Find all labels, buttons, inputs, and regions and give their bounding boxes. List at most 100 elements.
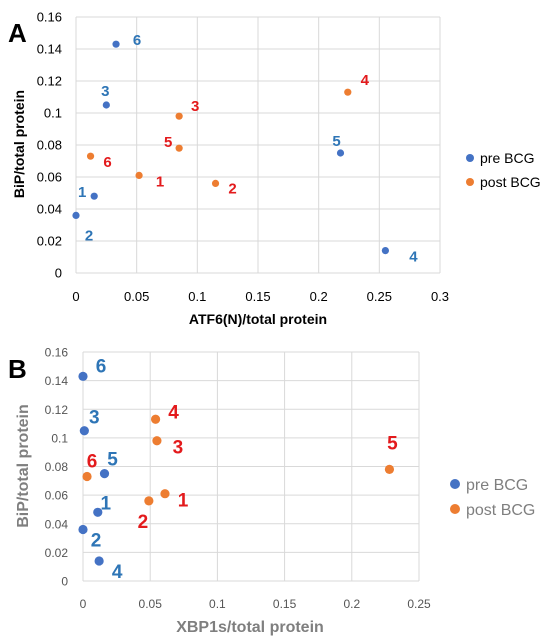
panel-a-legend-pre: pre BCG [480, 150, 534, 166]
panel-b-y-ticks: 0 0.02 0.04 0.06 0.08 0.1 0.12 0.14 0.16 [45, 346, 69, 589]
point-label-post-3: 3 [191, 98, 199, 115]
y-tick-label: 0.06 [37, 170, 62, 185]
x-tick-label: 0.1 [209, 597, 226, 611]
x-tick-label: 0 [80, 597, 87, 611]
scatter-point-pre-1 [93, 507, 103, 517]
scatter-point-pre-6 [78, 371, 88, 381]
x-tick-label: 0 [72, 289, 79, 304]
y-tick-label: 0.1 [44, 106, 62, 121]
scatter-point-post-6 [86, 152, 95, 160]
x-tick-label: 0.15 [273, 597, 297, 611]
panel-b-legend-pre: pre BCG [466, 477, 528, 494]
scatter-point-pre-2 [78, 524, 88, 535]
panel-a: A 0 0.02 0.04 0.06 0.08 0.1 0.1 2 0.14 0.16 0 0.05… [8, 10, 541, 328]
x-tick-label: 0.2 [310, 289, 328, 304]
panel-b: B 00.020.040.060.080.10.120.140.16 0 0.05… [8, 346, 535, 637]
point-label-pre-2: 2 [91, 530, 102, 551]
x-tick-label: 0.2 [343, 597, 360, 611]
point-label-pre-3: 3 [89, 408, 100, 429]
y-tick-label: 0.02 [45, 546, 69, 560]
panel-a-legend-marker-post [466, 178, 474, 186]
scatter-point-post-5 [384, 464, 395, 474]
y-tick-label: 0.04 [37, 202, 62, 217]
panel-b-legend-marker-post [450, 504, 460, 514]
y-tick-label: 0.02 [37, 234, 62, 249]
point-label-pre-2: 2 [85, 227, 93, 244]
y-tick-label: 0.16 [45, 346, 69, 360]
panel-a-x-axis-label: ATF6(N)/total protein [189, 311, 327, 327]
x-tick-label: 0.05 [124, 289, 149, 304]
panel-b-legend-marker-pre [450, 479, 460, 489]
point-label-post-2: 2 [228, 180, 236, 197]
panel-b-gridlines [82, 351, 420, 582]
scatter-point-post-2 [144, 496, 154, 506]
panel-b-legend-post: post BCG [466, 502, 535, 519]
point-label-post-1: 1 [178, 491, 189, 512]
point-label-post-2: 2 [138, 512, 149, 533]
scatter-point-post-3 [175, 112, 183, 120]
panel-b-legend: pre BCG post BCG [450, 477, 535, 519]
point-label-post-6: 6 [103, 154, 111, 171]
scatter-point-pre-4 [381, 247, 389, 255]
x-tick-label: 0.05 [139, 597, 163, 611]
x-tick-label: 0.25 [367, 289, 392, 304]
x-tick-label: 0.15 [245, 289, 270, 304]
panel-b-y-axis-label: BiP/total protein [15, 404, 32, 528]
y-tick-label: 0.14 [37, 42, 62, 57]
scatter-point-pre-4 [94, 556, 104, 566]
scatter-point-post-6 [82, 471, 92, 482]
y-tick-label: 0 [61, 575, 68, 589]
panel-a-legend-post: post BCG [480, 174, 541, 190]
point-label-post-3: 3 [173, 438, 184, 459]
point-label-post-6: 6 [87, 452, 98, 473]
point-label-post-5: 5 [387, 433, 398, 454]
panel-b-x-ticks: 0 0.05 0.1 0.15 0.2 0.25 [80, 597, 431, 611]
point-label-pre-4: 4 [112, 562, 123, 583]
scatter-point-post-4 [150, 414, 161, 424]
y-tick-label: 0.04 [45, 517, 69, 531]
panel-b-letter: B [8, 354, 27, 384]
y-tick-label: 0 [55, 266, 62, 281]
point-label-pre-5: 5 [107, 450, 118, 471]
point-label-post-4: 4 [361, 72, 370, 89]
scatter-point-pre-3 [79, 426, 89, 436]
point-label-pre-6: 6 [133, 32, 141, 49]
scatter-point-post-5 [175, 144, 183, 152]
point-label-post-5: 5 [164, 134, 172, 151]
point-label-pre-6: 6 [96, 356, 107, 377]
x-tick-label: 0.1 [188, 289, 206, 304]
point-label-pre-1: 1 [100, 493, 111, 514]
x-tick-label: 0.25 [407, 597, 431, 611]
scatter-point-post-3 [152, 436, 162, 446]
scatter-point-post-4 [344, 88, 352, 96]
y-tick-label: 0.08 [45, 460, 69, 474]
point-label-post-4: 4 [168, 402, 179, 423]
y-tick-label: 0.12 [45, 403, 69, 417]
panel-a-legend: pre BCG post BCG [466, 150, 541, 190]
y-tick-label: 0.08 [37, 138, 62, 153]
point-label-pre-3: 3 [101, 83, 109, 100]
scatter-point-pre-2 [72, 211, 80, 219]
y-tick-label: 0.14 [45, 374, 69, 388]
scatter-point-pre-5 [336, 149, 345, 157]
panel-a-x-ticks: 0 0.05 0.1 0.15 0.2 0.25 0.3 [72, 289, 449, 304]
panel-a-letter: A [8, 18, 27, 48]
point-label-pre-5: 5 [332, 133, 340, 150]
scatter-point-pre-3 [102, 101, 110, 109]
x-tick-label: 0.3 [431, 289, 449, 304]
scatter-point-post-1 [135, 171, 143, 179]
scatter-point-pre-1 [90, 192, 98, 200]
panel-a-y-ticks: 0 0.02 0.04 0.06 0.08 0.1 0.12 0.14 0.16 [37, 10, 62, 281]
point-label-pre-4: 4 [409, 249, 418, 266]
scatter-point-post-1 [160, 489, 170, 499]
panel-a-y-axis-label: BiP/total protein [11, 90, 27, 198]
point-label-post-1: 1 [156, 173, 164, 190]
point-label-pre-1: 1 [78, 184, 86, 201]
y-tick-label: 0.16 [37, 10, 62, 25]
panel-a-gridlines [75, 16, 441, 274]
y-tick-label: 0.1 [51, 431, 68, 445]
panel-a-legend-marker-pre [466, 154, 474, 162]
